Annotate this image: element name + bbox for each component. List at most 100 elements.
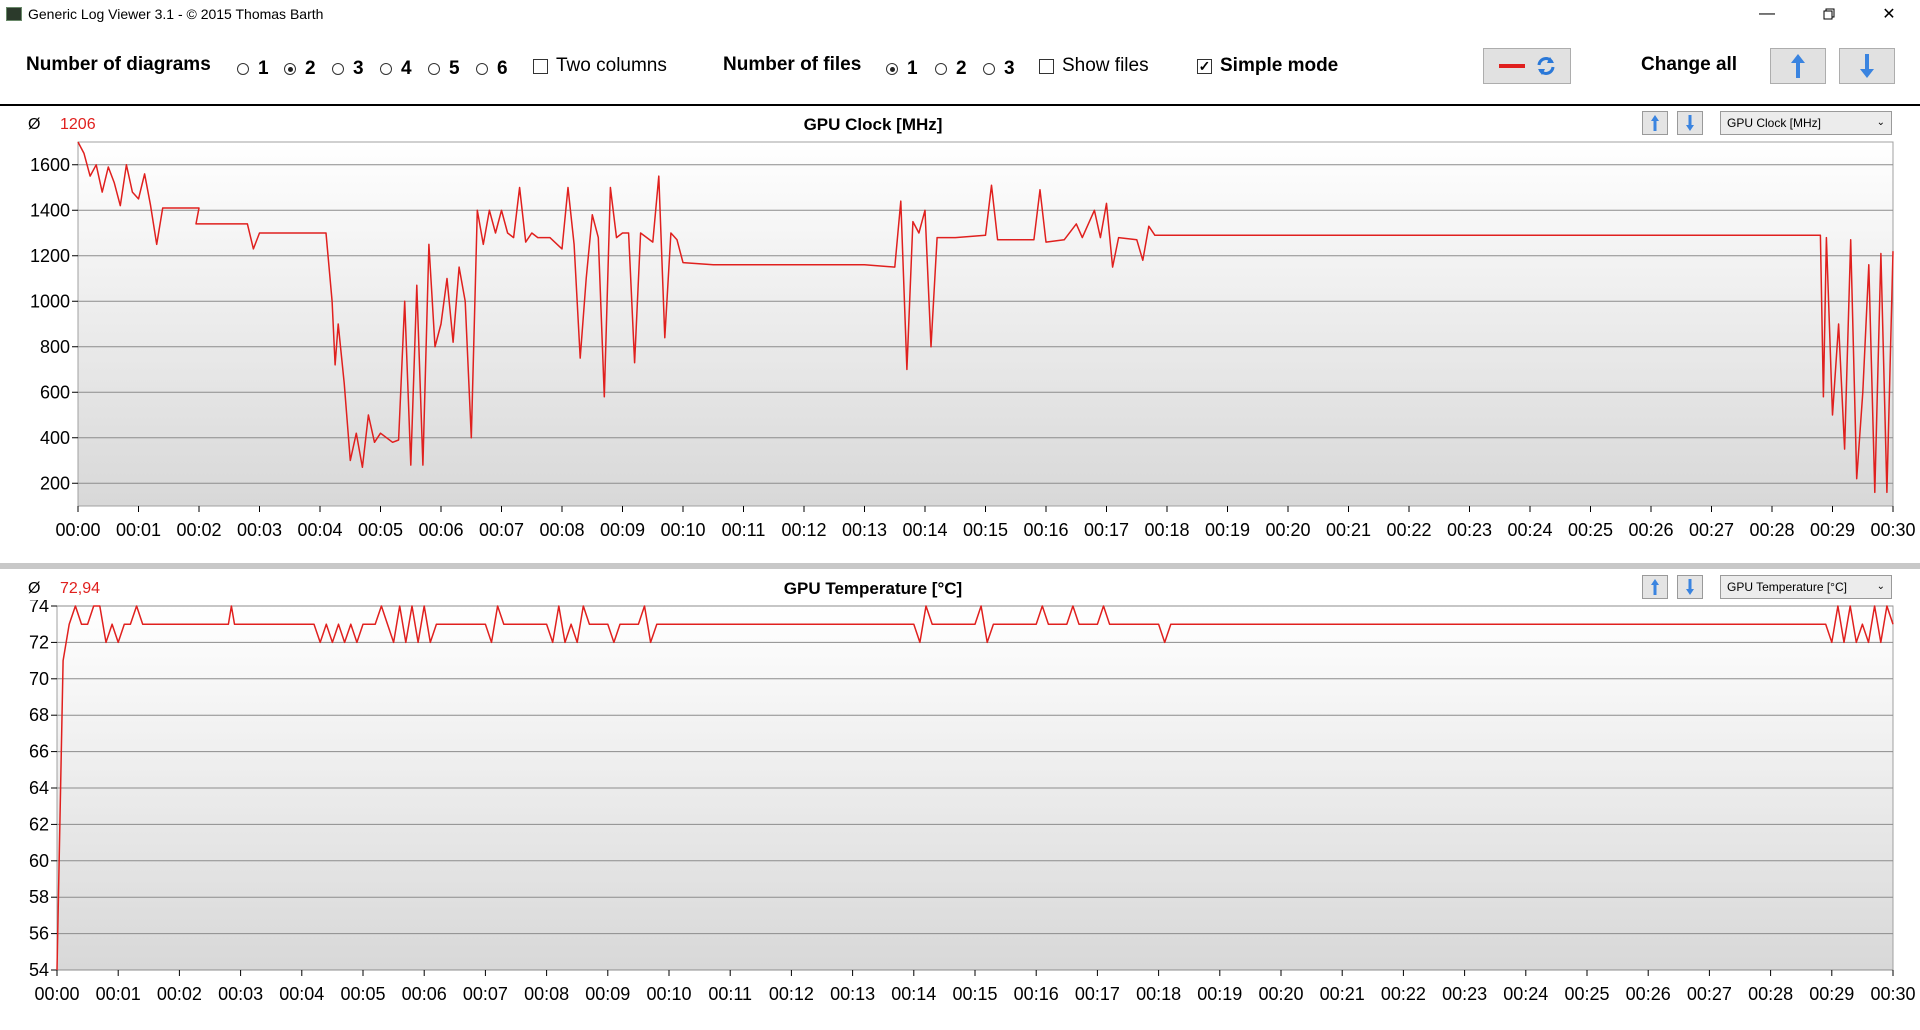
x-tick-label: 00:21	[1326, 520, 1371, 540]
x-tick-label: 00:17	[1084, 520, 1129, 540]
diagram-radio-3[interactable]: 3	[332, 58, 364, 80]
diagram-radio-1[interactable]: 1	[237, 58, 269, 80]
metric-select[interactable]: GPU Clock [MHz] ⌄	[1720, 111, 1892, 135]
x-tick-label: 00:20	[1265, 520, 1310, 540]
x-tick-label: 00:23	[1442, 984, 1487, 1004]
y-tick-label: 62	[29, 814, 49, 834]
average-value: 1206	[60, 116, 96, 133]
panel-up-button[interactable]	[1642, 111, 1668, 135]
change-all-down-button[interactable]	[1839, 48, 1895, 84]
x-tick-label: 00:01	[96, 984, 141, 1004]
x-tick-label: 00:08	[539, 520, 584, 540]
y-tick-label: 56	[29, 924, 49, 944]
panel-down-button[interactable]	[1677, 575, 1703, 599]
radio-selected-icon	[284, 63, 296, 75]
diagram-panel-1: Ø 1206 GPU Clock [MHz] GPU Clock [MHz] ⌄ …	[0, 106, 1920, 566]
x-tick-label: 00:16	[1023, 520, 1068, 540]
y-tick-label: 1200	[30, 246, 70, 266]
metric-select[interactable]: GPU Temperature [°C] ⌄	[1720, 575, 1892, 599]
restore-button[interactable]	[1806, 0, 1852, 28]
x-tick-label: 00:17	[1075, 984, 1120, 1004]
x-tick-label: 00:12	[781, 520, 826, 540]
x-tick-label: 00:12	[769, 984, 814, 1004]
y-tick-label: 800	[40, 337, 70, 357]
diagram-radio-5[interactable]: 5	[428, 58, 460, 80]
x-tick-label: 00:22	[1386, 520, 1431, 540]
restore-icon	[1823, 8, 1835, 20]
radio-icon	[332, 63, 344, 75]
checkbox-icon	[1039, 58, 1054, 74]
average-symbol: Ø	[28, 116, 41, 133]
x-tick-label: 00:30	[1870, 520, 1915, 540]
x-tick-label: 00:29	[1810, 520, 1855, 540]
chevron-down-icon: ⌄	[1876, 117, 1885, 128]
panel-down-button[interactable]	[1677, 111, 1703, 135]
x-tick-label: 00:09	[585, 984, 630, 1004]
gpu-temperature-chart: 54 56 58 60 62 64 66 68 70 72 74 00:00 00:01 00:02 00:…	[29, 600, 1916, 1004]
panel-separator[interactable]	[0, 563, 1920, 569]
two-columns-checkbox[interactable]: Two columns	[533, 55, 667, 77]
y-tick-label: 66	[29, 742, 49, 762]
radio-icon	[237, 63, 249, 75]
file-radio-3[interactable]: 3	[983, 58, 1015, 80]
minimize-button[interactable]: —	[1744, 0, 1790, 28]
x-tick-label: 00:19	[1197, 984, 1242, 1004]
diagram-radio-4[interactable]: 4	[380, 58, 412, 80]
y-tick-label: 68	[29, 705, 49, 725]
x-tick-label: 00:00	[55, 520, 100, 540]
red-line-icon	[1499, 64, 1525, 68]
file-radio-1[interactable]: 1	[886, 58, 918, 80]
x-tick-label: 00:01	[116, 520, 161, 540]
series-line	[56, 605, 1894, 971]
x-tick-label: 00:16	[1014, 984, 1059, 1004]
x-tick-label: 00:10	[646, 984, 691, 1004]
radio-selected-icon	[886, 63, 898, 75]
y-tick-label: 1400	[30, 200, 70, 220]
x-tick-label: 00:27	[1689, 520, 1734, 540]
x-tick-label: 00:24	[1503, 984, 1548, 1004]
x-tick-label: 00:07	[479, 520, 524, 540]
x-tick-label: 00:11	[708, 984, 752, 1004]
x-tick-label: 00:09	[600, 520, 645, 540]
arrow-down-icon	[1686, 115, 1694, 131]
x-tick-label: 00:08	[524, 984, 569, 1004]
y-tick-label: 600	[40, 382, 70, 402]
x-tick-label: 00:29	[1809, 984, 1854, 1004]
radio-icon	[935, 63, 947, 75]
x-tick-label: 00:25	[1564, 984, 1609, 1004]
app-icon	[6, 7, 22, 21]
y-tick-label: 58	[29, 887, 49, 907]
arrow-down-icon	[1686, 579, 1694, 595]
x-tick-label: 00:19	[1205, 520, 1250, 540]
x-tick-label: 00:00	[34, 984, 79, 1004]
title-bar: Generic Log Viewer 3.1 - © 2015 Thomas B…	[0, 0, 1920, 28]
x-tick-label: 00:20	[1258, 984, 1303, 1004]
radio-icon	[428, 63, 440, 75]
change-all-up-button[interactable]	[1770, 48, 1826, 84]
x-tick-label: 00:26	[1626, 984, 1671, 1004]
x-tick-label: 00:14	[902, 520, 947, 540]
x-tick-label: 00:04	[279, 984, 324, 1004]
simple-mode-checkbox[interactable]: ✓ Simple mode	[1197, 55, 1339, 76]
diagram-radio-2[interactable]: 2	[284, 58, 316, 80]
files-label: Number of files	[723, 54, 862, 75]
x-tick-label: 00:26	[1628, 520, 1673, 540]
change-all-label: Change all	[1641, 54, 1738, 75]
x-tick-label: 00:03	[237, 520, 282, 540]
close-button[interactable]: ✕	[1866, 0, 1912, 28]
x-tick-label: 00:03	[218, 984, 263, 1004]
diagram-radio-6[interactable]: 6	[476, 58, 508, 80]
x-tick-label: 00:18	[1136, 984, 1181, 1004]
window-title: Generic Log Viewer 3.1 - © 2015 Thomas B…	[28, 6, 324, 22]
x-tick-label: 00:05	[358, 520, 403, 540]
show-files-checkbox[interactable]: Show files	[1039, 55, 1149, 77]
line-color-refresh-button[interactable]	[1483, 48, 1571, 84]
y-tick-label: 54	[29, 960, 49, 980]
panel-up-button[interactable]	[1642, 575, 1668, 599]
refresh-icon	[1537, 57, 1555, 75]
file-radio-2[interactable]: 2	[935, 58, 967, 80]
x-tick-label: 00:15	[952, 984, 997, 1004]
x-tick-label: 00:15	[963, 520, 1008, 540]
minimize-icon: —	[1759, 5, 1775, 22]
arrow-up-icon	[1651, 579, 1659, 595]
